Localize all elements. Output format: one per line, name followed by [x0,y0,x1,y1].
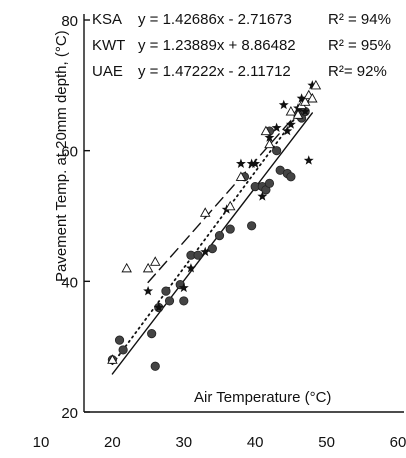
data-point-ksa [214,231,225,241]
data-point-uae [142,262,154,273]
fit-line-kwt [147,95,314,284]
y-ticks: 20 40 60 80 [61,13,90,422]
x-tick-label: 60 [390,434,406,451]
data-point-ksa [179,296,189,306]
axes [83,14,404,413]
data-point-uae [307,92,318,103]
data-point-kwt [264,132,275,142]
fit-lines [111,95,314,375]
data-point-uae [299,96,311,106]
data-point-kwt [307,80,318,90]
y-tick-label: 40 [61,274,78,291]
data-point-kwt [246,158,257,168]
data-point-uae [121,262,132,273]
data-point-kwt [300,106,311,116]
x-tick-label: 40 [247,434,264,451]
data-point-kwt [143,285,154,296]
x-tick-label: 10 [33,434,50,451]
data-point-uae [149,256,161,266]
data-point-kwt [185,263,196,273]
data-point-ksa [286,172,296,182]
legend-equation: y = 1.42686x - 2.71673 [138,11,292,28]
x-tick-label: 20 [104,434,121,451]
data-point-kwt [200,246,211,257]
data-point-kwt [153,302,164,312]
data-point-ksa [114,335,125,345]
legend-series-name: UAE [92,63,123,80]
series-kwt [143,80,318,312]
data-point-uae [107,354,118,364]
fit-line-uae [111,103,307,366]
data-point-kwt [282,125,293,136]
x-axis-title: Air Temperature (°C) [194,389,331,406]
data-points [107,79,322,371]
series-ksa [107,106,310,371]
x-ticks: 10 20 30 40 50 60 [33,434,406,451]
data-point-ksa [161,286,171,296]
x-tick-label: 50 [318,434,335,451]
data-point-uae [260,125,272,136]
data-point-kwt [271,122,282,133]
y-tick-label: 60 [61,144,78,161]
series-uae [107,79,322,364]
data-point-uae [285,106,297,116]
y-tick-label: 20 [61,405,78,422]
y-tick-label: 80 [61,13,78,30]
data-point-ksa [147,328,157,339]
data-point-uae [199,207,211,217]
data-point-ksa [272,146,282,156]
data-point-ksa [164,296,175,306]
y-axis-title: Pavement Temp. at 20mm depth, (°C) [53,30,70,282]
legend-r-squared: R²= 92% [328,63,387,80]
data-point-kwt [303,155,314,165]
data-point-kwt [178,282,189,293]
data-point-kwt [285,119,296,129]
legend-series-name: KSA [92,11,122,28]
data-point-kwt [257,191,268,201]
data-point-ksa [150,361,160,371]
data-point-uae [235,171,247,181]
legend-equation: y = 1.47222x - 2.11712 [138,63,291,80]
data-point-ksa [118,345,128,355]
data-point-kwt [235,158,246,168]
data-point-ksa [225,224,235,234]
data-point-ksa [193,250,203,260]
data-point-ksa [207,244,217,254]
data-point-uae [292,109,304,119]
equation-legend: KSA y = 1.42686x - 2.71673 R² = 94% KWT y = … [92,11,391,80]
legend-equation: y = 1.23889x + 8.86482 [138,37,296,54]
data-point-kwt [278,99,289,110]
data-point-uae [310,79,322,90]
fit-line-ksa [111,112,314,375]
data-point-ksa [247,221,257,231]
data-point-uae [264,138,275,149]
legend-r-squared: R² = 94% [328,11,391,28]
data-point-kwt [250,158,261,168]
legend-series-name: KWT [92,37,125,54]
legend-r-squared: R² = 95% [328,37,391,54]
data-point-ksa [264,178,275,188]
data-point-kwt [296,93,307,103]
data-point-uae [224,200,236,211]
x-tick-label: 30 [175,434,192,451]
